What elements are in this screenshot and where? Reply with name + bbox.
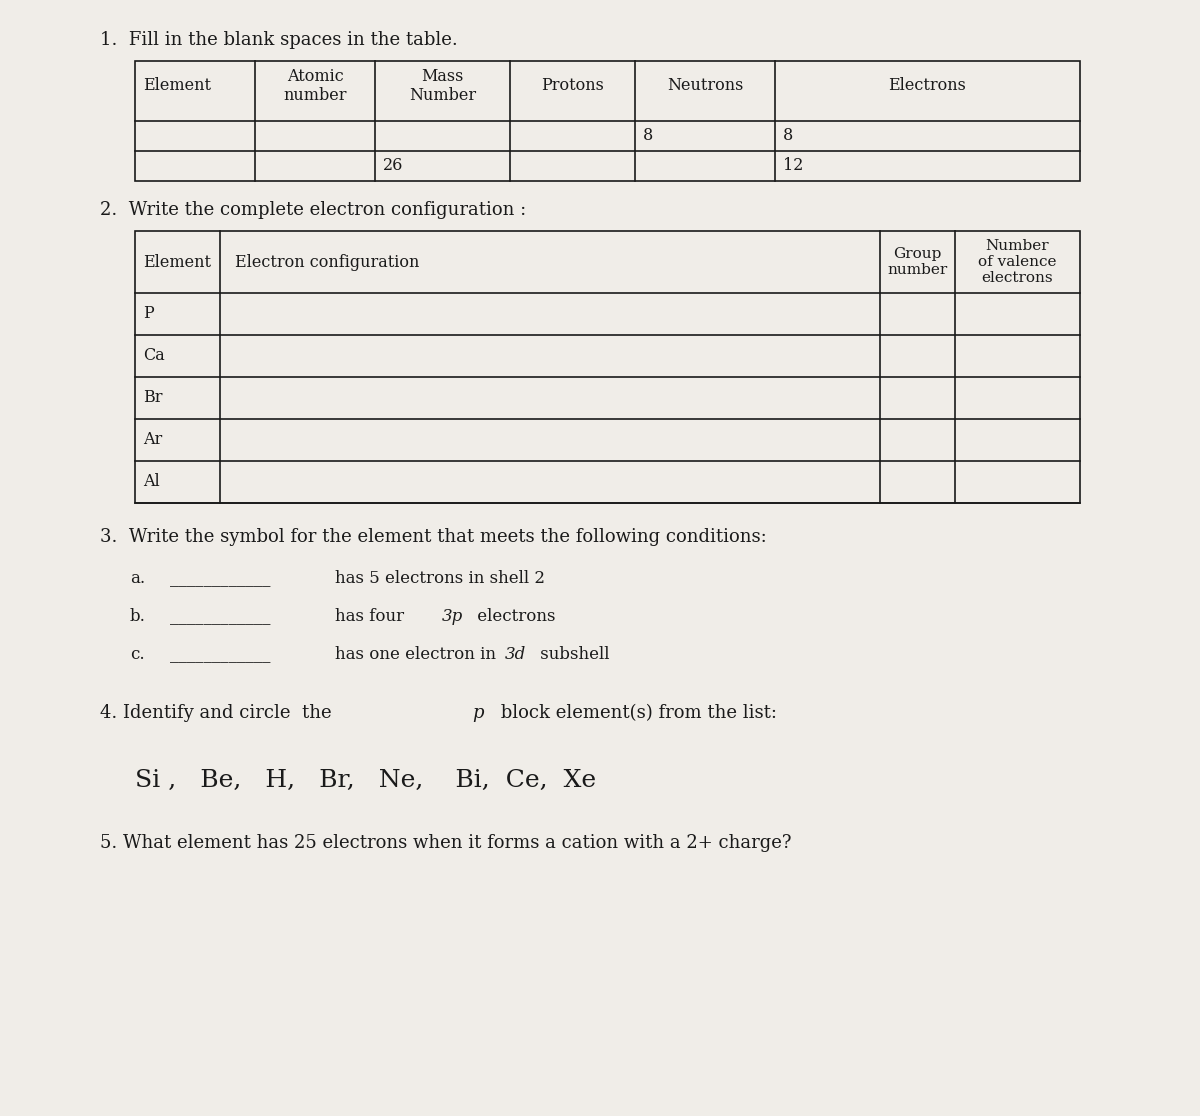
Text: Neutrons: Neutrons xyxy=(667,77,743,95)
Text: b.: b. xyxy=(130,608,146,625)
Text: 4. Identify and circle  the: 4. Identify and circle the xyxy=(100,704,337,722)
Text: ____________: ____________ xyxy=(170,608,270,625)
Text: electrons: electrons xyxy=(472,608,556,625)
Text: p: p xyxy=(472,704,484,722)
Text: 8: 8 xyxy=(784,127,793,144)
Text: a.: a. xyxy=(130,570,145,587)
Text: Group
number: Group number xyxy=(887,247,948,277)
Text: 8: 8 xyxy=(643,127,653,144)
Text: ____________: ____________ xyxy=(170,570,270,587)
Text: Number
of valence
electrons: Number of valence electrons xyxy=(978,239,1057,286)
Text: 3.  Write the symbol for the element that meets the following conditions:: 3. Write the symbol for the element that… xyxy=(100,528,767,546)
Text: 3p: 3p xyxy=(442,608,463,625)
Text: Electrons: Electrons xyxy=(888,77,966,95)
Text: has one electron in: has one electron in xyxy=(335,646,502,663)
Text: 3d: 3d xyxy=(505,646,527,663)
Text: Element: Element xyxy=(143,253,211,270)
Text: P: P xyxy=(143,306,154,323)
Text: 12: 12 xyxy=(784,157,803,174)
Text: 5. What element has 25 electrons when it forms a cation with a 2+ charge?: 5. What element has 25 electrons when it… xyxy=(100,834,792,852)
Text: 26: 26 xyxy=(383,157,403,174)
Text: 2.  Write the complete electron configuration :: 2. Write the complete electron configura… xyxy=(100,201,527,219)
Text: Protons: Protons xyxy=(541,77,604,95)
Text: subshell: subshell xyxy=(535,646,610,663)
Text: Electron configuration: Electron configuration xyxy=(235,253,419,270)
Text: c.: c. xyxy=(130,646,145,663)
Text: 1.  Fill in the blank spaces in the table.: 1. Fill in the blank spaces in the table… xyxy=(100,31,457,49)
Text: has 5 electrons in shell 2: has 5 electrons in shell 2 xyxy=(335,570,545,587)
Text: has four: has four xyxy=(335,608,409,625)
Text: Br: Br xyxy=(143,389,162,406)
Text: Al: Al xyxy=(143,473,160,491)
Text: ____________: ____________ xyxy=(170,646,270,663)
Text: block element(s) from the list:: block element(s) from the list: xyxy=(496,704,778,722)
Text: Ca: Ca xyxy=(143,347,164,365)
Text: Ar: Ar xyxy=(143,432,162,449)
Text: Si ,   Be,   H,   Br,   Ne,    Bi,  Ce,  Xe: Si , Be, H, Br, Ne, Bi, Ce, Xe xyxy=(134,769,596,792)
Text: Mass
Number: Mass Number xyxy=(409,68,476,104)
Text: Element: Element xyxy=(143,77,211,95)
Text: Atomic
number: Atomic number xyxy=(283,68,347,104)
